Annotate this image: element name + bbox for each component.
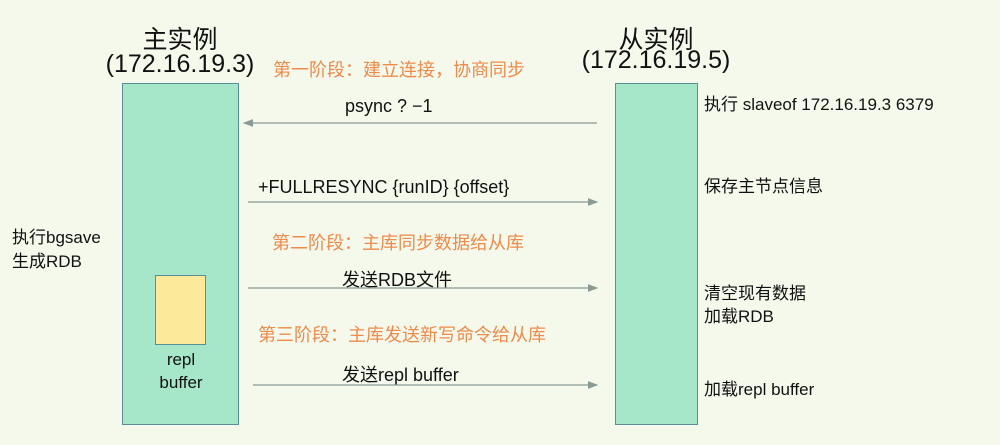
slave-note-load-rdb: 加载RDB bbox=[704, 307, 774, 326]
master-action-2: 生成RDB bbox=[12, 252, 82, 271]
slave-title: 从实例 bbox=[618, 26, 694, 54]
phase-2-label: 第二阶段：主库同步数据给从库 bbox=[272, 233, 524, 253]
master-title: 主实例 bbox=[142, 26, 218, 54]
slave-note-clear: 清空现有数据 bbox=[704, 284, 806, 303]
message-fullresync: +FULLRESYNC {runID} {offset} bbox=[258, 177, 510, 197]
repl-buffer-box bbox=[155, 275, 206, 345]
slave-note-slaveof: 执行 slaveof 172.16.19.3 6379 bbox=[704, 95, 934, 114]
master-lifeline bbox=[122, 83, 239, 425]
repl-buffer-label-2: buffer bbox=[159, 373, 203, 392]
phase-3-label: 第三阶段：主库发送新写命令给从库 bbox=[258, 325, 546, 345]
slave-note-load-buffer: 加载repl buffer bbox=[704, 380, 815, 399]
slave-note-save-master: 保存主节点信息 bbox=[704, 177, 823, 196]
slave-lifeline bbox=[615, 83, 698, 425]
phase-1-label: 第一阶段：建立连接，协商同步 bbox=[273, 60, 525, 80]
slave-ip: (172.16.19.5) bbox=[581, 46, 731, 74]
master-action-1: 执行bgsave bbox=[12, 228, 101, 247]
repl-buffer-label-1: repl bbox=[166, 350, 196, 369]
message-psync: psync ? −1 bbox=[345, 96, 433, 116]
message-send-repl-buffer: 发送repl buffer bbox=[342, 365, 459, 385]
message-send-rdb: 发送RDB文件 bbox=[342, 270, 453, 290]
master-ip: (172.16.19.3) bbox=[105, 50, 255, 78]
